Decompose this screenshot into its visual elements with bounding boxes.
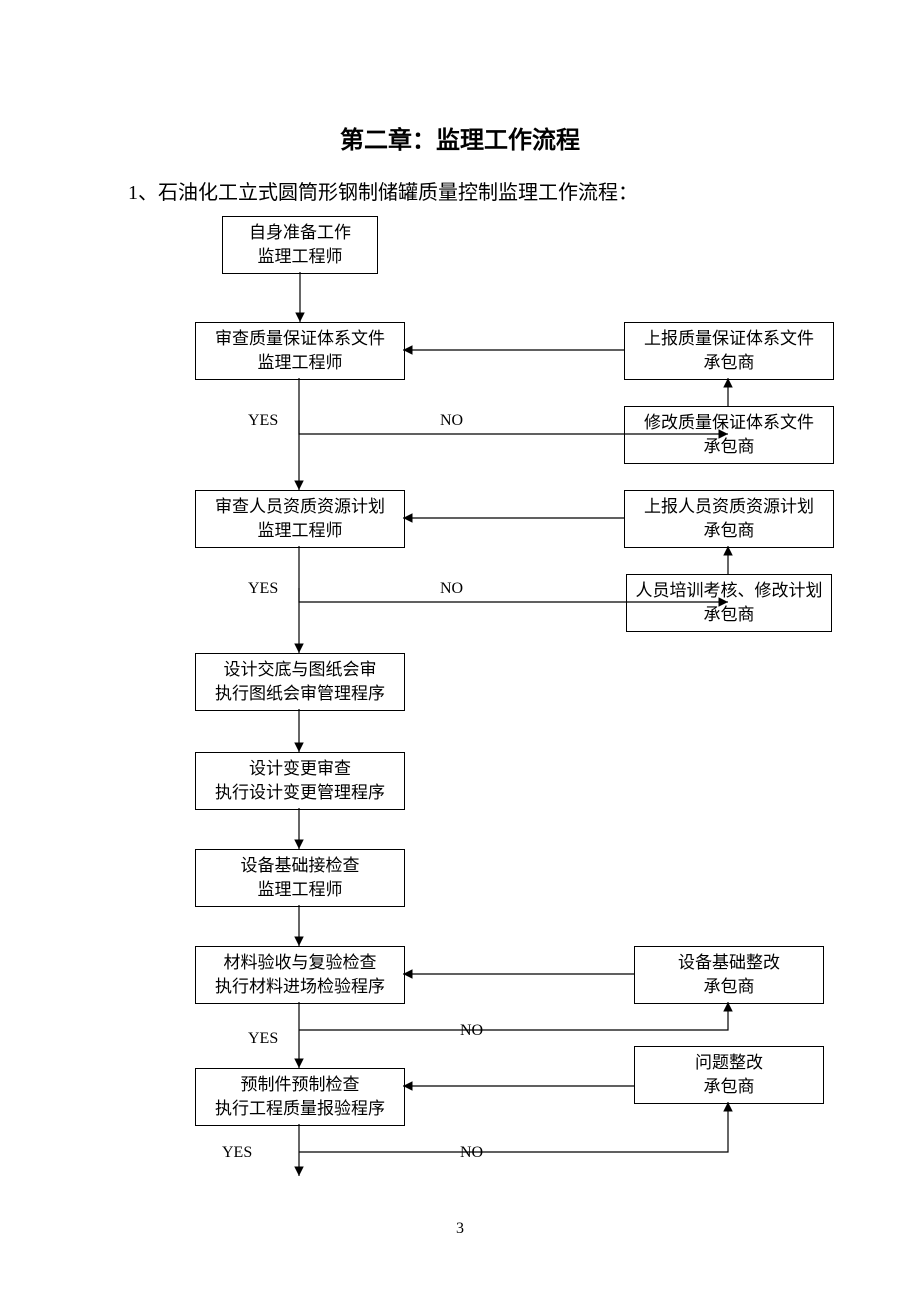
page-number: 3 — [0, 1220, 920, 1238]
node-design-review: 设计交底与图纸会审 执行图纸会审管理程序 — [195, 653, 405, 711]
node-line: 承包商 — [704, 1075, 755, 1099]
node-line: 执行材料进场检验程序 — [215, 975, 385, 999]
label-yes: YES — [222, 1144, 252, 1162]
node-self-prep: 自身准备工作 监理工程师 — [222, 216, 378, 274]
node-prefab-check: 预制件预制检查 执行工程质量报验程序 — [195, 1068, 405, 1126]
node-train-personnel: 人员培训考核、修改计划 承包商 — [626, 574, 832, 632]
node-design-change: 设计变更审查 执行设计变更管理程序 — [195, 752, 405, 810]
node-line: 上报人员资质资源计划 — [644, 495, 814, 519]
label-yes: YES — [248, 580, 278, 598]
node-line: 人员培训考核、修改计划 — [636, 579, 823, 603]
node-line: 修改质量保证体系文件 — [644, 411, 814, 435]
node-issue-fix: 问题整改 承包商 — [634, 1046, 824, 1104]
node-material-check: 材料验收与复验检查 执行材料进场检验程序 — [195, 946, 405, 1004]
node-line: 问题整改 — [695, 1051, 763, 1075]
node-submit-qa: 上报质量保证体系文件 承包商 — [624, 322, 834, 380]
node-line: 审查人员资质资源计划 — [215, 495, 385, 519]
node-line: 监理工程师 — [258, 351, 343, 375]
node-foundation-fix: 设备基础整改 承包商 — [634, 946, 824, 1004]
node-line: 承包商 — [704, 435, 755, 459]
node-line: 设备基础接检查 — [241, 854, 360, 878]
node-line: 监理工程师 — [258, 878, 343, 902]
node-submit-personnel: 上报人员资质资源计划 承包商 — [624, 490, 834, 548]
chapter-title: 第二章：监理工作流程 — [0, 120, 920, 155]
node-line: 审查质量保证体系文件 — [215, 327, 385, 351]
node-line: 承包商 — [704, 351, 755, 375]
page: 第二章：监理工作流程 1、石油化工立式圆筒形钢制储罐质量控制监理工作流程： 自身… — [0, 0, 920, 1302]
node-line: 设计变更审查 — [249, 757, 351, 781]
label-no: NO — [460, 1144, 483, 1162]
node-line: 材料验收与复验检查 — [224, 951, 377, 975]
label-no: NO — [440, 412, 463, 430]
node-review-qa: 审查质量保证体系文件 监理工程师 — [195, 322, 405, 380]
label-no: NO — [460, 1022, 483, 1040]
label-yes: YES — [248, 1030, 278, 1048]
node-line: 设计交底与图纸会审 — [224, 658, 377, 682]
node-line: 上报质量保证体系文件 — [644, 327, 814, 351]
node-line: 预制件预制检查 — [241, 1073, 360, 1097]
node-line: 自身准备工作 — [249, 221, 351, 245]
node-line: 执行工程质量报验程序 — [215, 1097, 385, 1121]
section-subtitle: 1、石油化工立式圆筒形钢制储罐质量控制监理工作流程： — [128, 176, 638, 205]
node-foundation-check: 设备基础接检查 监理工程师 — [195, 849, 405, 907]
label-yes: YES — [248, 412, 278, 430]
node-line: 执行设计变更管理程序 — [215, 781, 385, 805]
node-revise-qa: 修改质量保证体系文件 承包商 — [624, 406, 834, 464]
node-line: 承包商 — [704, 519, 755, 543]
label-no: NO — [440, 580, 463, 598]
node-line: 监理工程师 — [258, 519, 343, 543]
node-line: 监理工程师 — [258, 245, 343, 269]
node-line: 承包商 — [704, 603, 755, 627]
node-line: 设备基础整改 — [678, 951, 780, 975]
node-line: 执行图纸会审管理程序 — [215, 682, 385, 706]
node-review-personnel: 审查人员资质资源计划 监理工程师 — [195, 490, 405, 548]
node-line: 承包商 — [704, 975, 755, 999]
